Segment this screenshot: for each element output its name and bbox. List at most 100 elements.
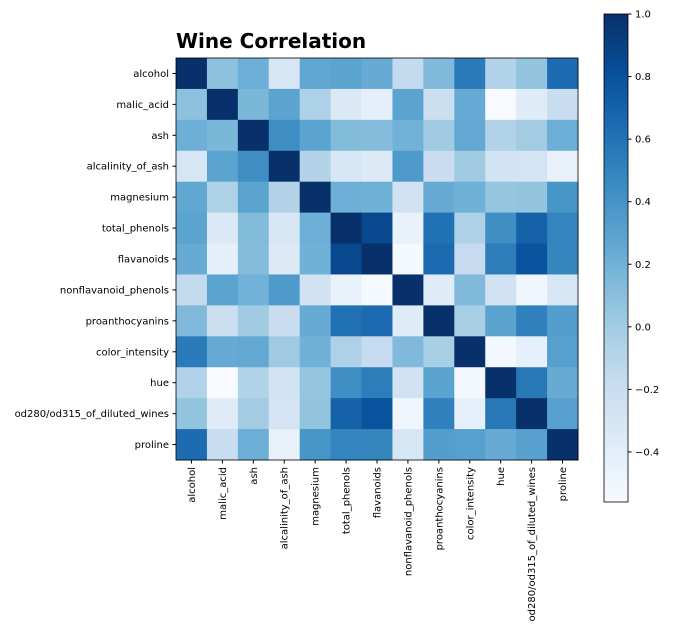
colorbar-segment [604,42,628,48]
heatmap-cell [392,119,424,152]
heatmap-cell [516,88,548,121]
colorbar-segment [604,184,628,190]
heatmap-cell [176,88,208,121]
colorbar-segment [604,237,628,243]
colorbar-segment [604,192,628,198]
colorbar-segment [604,140,628,145]
heatmap-cell [237,119,270,152]
colorbar-segment [604,229,628,235]
colorbar-segment [604,278,628,283]
colorbar-segment [604,343,628,349]
colorbar-segment [604,103,628,109]
colorbar-segment [604,396,628,401]
colorbar-segment [604,164,628,170]
colorbar-segment [604,302,628,308]
colorbar-segment [604,217,628,222]
colorbar-tick-label: 1.0 [635,10,651,21]
colorbar-segment [604,241,628,247]
x-tick-label: alcohol [187,467,198,503]
y-tick-label: color_intensity [96,347,169,358]
heatmap-cell [299,243,332,275]
heatmap-cell [361,88,393,121]
colorbar-tick-label: 0.2 [635,260,651,271]
colorbar-segment [604,87,628,92]
heatmap-cell [299,274,332,306]
colorbar-segment [604,131,628,137]
heatmap-cell [516,336,548,368]
colorbar-segment [604,428,628,434]
colorbar-segment [604,457,628,462]
heatmap-cell [361,398,393,430]
heatmap-cell [206,274,239,306]
heatmap-cell [268,274,301,306]
colorbar-segment [604,79,628,84]
heatmap-cell [547,367,579,399]
y-tick-label: alcohol [133,69,169,80]
colorbar-segment [604,351,628,357]
heatmap-cell [299,58,332,90]
x-tick-label: magnesium [311,467,322,526]
colorbar-segment [604,209,628,214]
colorbar-segment [604,148,628,153]
heatmap-cell [485,274,517,306]
x-tick-label: malic_acid [218,467,229,520]
colorbar-segment [604,319,628,324]
heatmap-cell [516,274,548,306]
x-tick-label: proanthocyanins [434,467,445,550]
heatmap-cell [454,367,486,399]
colorbar-segment [604,34,628,39]
colorbar-segment [604,66,628,72]
heatmap-cell [516,305,548,337]
heatmap-cell [206,305,239,337]
heatmap-cell [547,212,579,245]
colorbar-segment [604,26,628,31]
colorbar-segment [604,400,628,405]
colorbar-segment [604,144,628,149]
x-tick-label: nonflavanoid_phenols [403,467,414,576]
x-tick-label: hue [496,467,507,486]
heatmap-cell [485,398,517,430]
heatmap-cell [392,212,424,245]
colorbar-segment [604,449,628,454]
colorbar-segment [604,408,628,414]
colorbar-segment [604,310,628,316]
heatmap-cell [547,150,579,183]
heatmap-cell [423,243,455,275]
heatmap-cell [237,150,270,183]
colorbar-segment [604,392,628,397]
heatmap-cell [268,212,301,245]
colorbar-segment [604,152,628,157]
colorbar-segment [604,201,628,206]
y-tick-label: magnesium [110,193,169,204]
colorbar-segment [604,205,628,210]
heatmap-cell [330,119,363,152]
colorbar-segment [604,221,628,227]
heatmap-cell [237,181,270,214]
heatmap-cell [330,150,363,183]
heatmap-cell [330,305,363,337]
colorbar-segment [604,286,628,292]
heatmap-cell [485,58,517,90]
heatmap-cell [454,336,486,368]
heatmap-cell [423,212,455,245]
heatmap-cell [299,88,332,121]
heatmap-cell [237,243,270,275]
colorbar-segment [604,18,628,23]
heatmap-cell [268,336,301,368]
heatmap-cell [237,305,270,337]
heatmap-cell [206,429,239,461]
colorbar-segment [604,359,628,365]
colorbar-segment [604,294,628,300]
heatmap-cell [330,243,363,275]
x-tick-label: ash [249,467,260,485]
heatmap-cell [547,305,579,337]
y-tick-label: nonflavanoid_phenols [60,285,169,296]
heatmap-cell [268,119,301,152]
heatmap-cell [547,119,579,152]
heatmap-cell [361,58,393,90]
heatmap-cell [547,181,579,214]
heatmap-cell [392,58,424,90]
heatmap-cell [423,429,455,461]
heatmap-cell [176,398,208,430]
heatmap-cell [330,274,363,306]
